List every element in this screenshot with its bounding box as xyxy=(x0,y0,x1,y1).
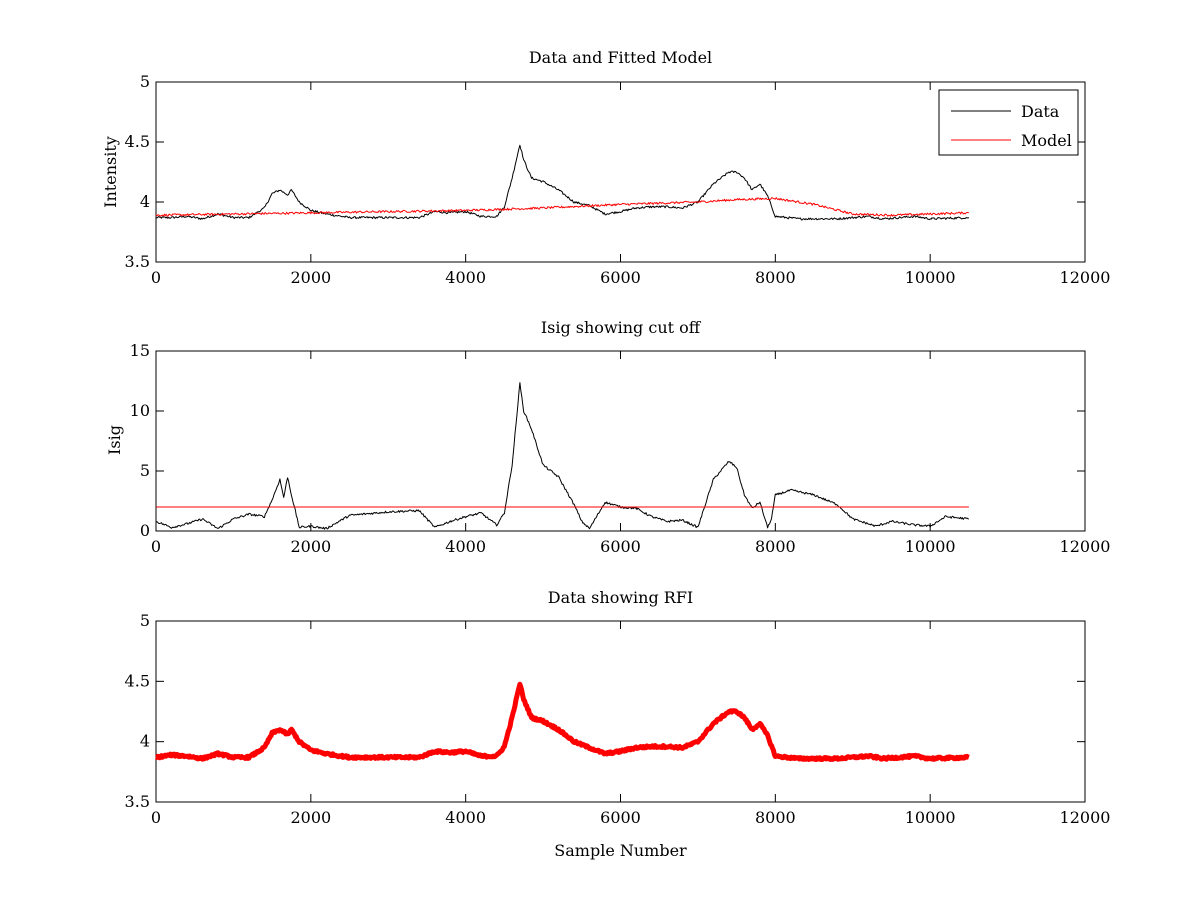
panel-title: Data showing RFI xyxy=(548,588,693,607)
x-tick-label: 2000 xyxy=(290,537,331,556)
plot-area: 0 2000 4000 6000 8000 10000 12000 3.5 4 4.5 5 Data M… xyxy=(125,72,1111,287)
plot-area: 0 2000 4000 6000 8000 10000 12000 3.5 4 4.5 5 xyxy=(125,611,1111,827)
y-axis-label: Intensity xyxy=(101,136,120,208)
x-tick-label: 12000 xyxy=(1060,808,1111,827)
y-tick-label: 15 xyxy=(130,341,150,360)
y-tick-label: 10 xyxy=(130,401,150,420)
x-tick-label: 8000 xyxy=(755,537,796,556)
plot-area: 0 2000 4000 6000 8000 10000 12000 0 5 10 15 xyxy=(130,341,1111,556)
legend-entry: Model xyxy=(1021,131,1072,150)
y-tick-label: 0 xyxy=(140,521,150,540)
x-tick-label: 4000 xyxy=(445,537,486,556)
x-tick-label: 12000 xyxy=(1060,537,1111,556)
panel-data-and-fitted-model: Data and Fitted Model Intensity 0 2000 400… xyxy=(101,48,1110,287)
panel-title: Data and Fitted Model xyxy=(529,48,712,67)
x-tick-label: 0 xyxy=(151,268,161,287)
x-tick-label: 6000 xyxy=(600,268,641,287)
y-tick-label: 4.5 xyxy=(125,132,150,151)
x-tick-label: 8000 xyxy=(755,268,796,287)
series-line-model xyxy=(155,197,970,217)
y-tick-label: 5 xyxy=(140,72,150,91)
legend: Data Model xyxy=(938,89,1079,156)
x-tick-label: 2000 xyxy=(290,808,331,827)
x-tick-label: 12000 xyxy=(1060,268,1111,287)
y-tick-label: 3.5 xyxy=(125,252,150,271)
x-tick-label: 4000 xyxy=(445,268,486,287)
y-tick-label: 5 xyxy=(140,611,150,630)
y-tick-label: 4.5 xyxy=(125,671,150,690)
x-tick-label: 8000 xyxy=(755,808,796,827)
x-tick-label: 0 xyxy=(151,537,161,556)
y-tick-label: 4 xyxy=(140,192,150,211)
legend-box xyxy=(938,89,1079,156)
y-axis-label: Isig xyxy=(105,425,124,455)
y-tick-label: 4 xyxy=(140,732,150,751)
y-tick-label: 3.5 xyxy=(125,792,150,811)
series-line-0 xyxy=(154,681,971,763)
series-line-0 xyxy=(155,382,969,530)
y-tick-label: 5 xyxy=(140,461,150,480)
panel-title: Isig showing cut off xyxy=(541,318,702,337)
legend-entry: Data xyxy=(1021,102,1060,121)
x-tick-label: 10000 xyxy=(905,268,956,287)
x-tick-label: 6000 xyxy=(600,537,641,556)
panel-data-showing-rfi: Data showing RFI Sample Number 0 2000 4000… xyxy=(125,588,1111,860)
x-tick-label: 6000 xyxy=(600,808,641,827)
x-tick-label: 0 xyxy=(151,808,161,827)
x-tick-label: 10000 xyxy=(905,537,956,556)
x-axis-label: Sample Number xyxy=(554,841,687,860)
x-tick-label: 10000 xyxy=(905,808,956,827)
x-tick-label: 2000 xyxy=(290,268,331,287)
x-tick-label: 4000 xyxy=(445,808,486,827)
panel-isig-showing-cut-off: Isig showing cut off Isig 0 2000 4000 6000 8… xyxy=(105,318,1110,556)
series-line-data xyxy=(155,144,970,221)
